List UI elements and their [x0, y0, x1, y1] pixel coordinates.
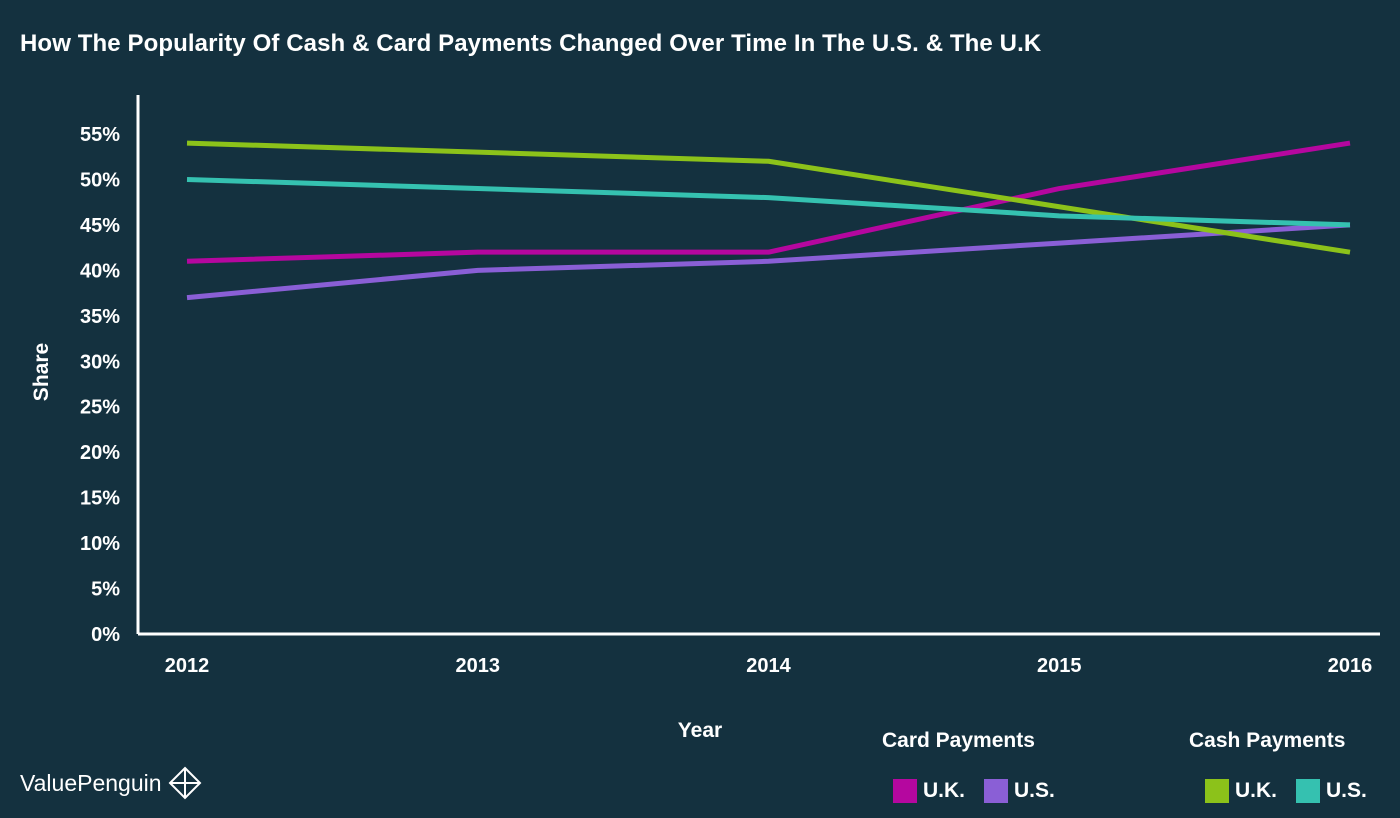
x-axis-label: Year [678, 719, 722, 742]
legend-label-cash-uk: U.K. [1235, 779, 1277, 802]
y-tick-label: 55% [80, 124, 120, 146]
y-tick-label: 40% [80, 260, 120, 282]
legend-swatch-cash-uk [1205, 779, 1229, 803]
y-axis-label: Share [30, 343, 53, 401]
series-line-cash-us [186, 176, 1351, 228]
series-line-card-uk [186, 140, 1351, 264]
y-tick-label: 10% [80, 533, 120, 555]
x-tick-label: 2012 [165, 655, 210, 677]
brand-logo: ValuePenguin [20, 766, 202, 800]
y-tick-label: 30% [80, 351, 120, 373]
series-line-card-us [186, 222, 1351, 301]
y-tick-label: 20% [80, 442, 120, 464]
x-tick-label: 2015 [1037, 655, 1082, 677]
legend-item-cash-us[interactable]: U.S. [1296, 779, 1367, 803]
y-tick-label: 25% [80, 397, 120, 419]
legend-swatch-card-us [984, 779, 1008, 803]
legend-item-card-us[interactable]: U.S. [984, 779, 1055, 803]
y-axis-ticks: 0% 5% 10% 15% 20% 25% 30% 35% 40% 45% 50% 55% [80, 124, 120, 646]
chart-title: How The Popularity Of Cash & Card Paymen… [20, 30, 1042, 57]
legend-swatch-cash-us [1296, 779, 1320, 803]
legend-item-cash-uk[interactable]: U.K. [1205, 779, 1277, 803]
y-tick-label: 15% [80, 488, 120, 510]
x-tick-label: 2013 [456, 655, 501, 677]
y-tick-label: 35% [80, 306, 120, 328]
x-tick-label: 2014 [746, 655, 791, 677]
series-line-cash-uk [186, 140, 1351, 255]
y-tick-label: 0% [91, 624, 120, 646]
y-tick-label: 5% [91, 579, 120, 601]
brand-name: ValuePenguin [20, 769, 162, 796]
y-tick-label: 45% [80, 215, 120, 237]
y-tick-label: 50% [80, 169, 120, 191]
legend-item-card-uk[interactable]: U.K. [893, 779, 965, 803]
legend-label-card-uk: U.K. [923, 779, 965, 802]
legend-label-cash-us: U.S. [1326, 779, 1367, 802]
x-axis-ticks: 2012 2013 2014 2015 2016 [165, 655, 1373, 677]
x-tick-label: 2016 [1328, 655, 1373, 677]
series-lines [186, 140, 1351, 301]
valuepenguin-logo-icon [168, 766, 201, 800]
legend-swatch-card-uk [893, 779, 917, 803]
legend-label-card-us: U.S. [1014, 779, 1055, 802]
legend-cash-title: Cash Payments [1189, 729, 1346, 752]
legend-card-title: Card Payments [882, 729, 1035, 752]
